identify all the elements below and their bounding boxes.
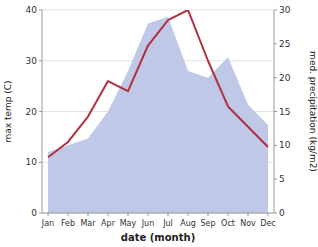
- x-tick: [88, 213, 89, 216]
- x-tick-label: Jul: [162, 219, 173, 228]
- x-tick-label: Sep: [200, 219, 215, 228]
- y-tick: [39, 213, 42, 214]
- x-tick-label: Feb: [61, 219, 75, 228]
- y2-tick-label: 0: [279, 208, 285, 218]
- y-tick: [39, 60, 42, 61]
- y2-tick: [274, 77, 277, 78]
- x-tick-label: Apr: [101, 219, 116, 228]
- x-tick-label: Dec: [260, 219, 275, 228]
- x-axis-line: [42, 213, 274, 214]
- x-tick-label: Oct: [221, 219, 235, 228]
- y-tick-label: 30: [26, 56, 38, 66]
- x-tick-label: May: [120, 219, 137, 228]
- y-tick-label: 20: [26, 107, 38, 117]
- x-tick: [208, 213, 209, 216]
- y2-tick-label: 20: [279, 73, 291, 83]
- x-axis-label: date (month): [121, 232, 195, 243]
- y-tick: [39, 10, 42, 11]
- x-tick-label: Nov: [240, 219, 256, 228]
- temperature-line: [48, 10, 268, 157]
- plot-area: [48, 10, 268, 213]
- x-tick-label: Jun: [141, 219, 155, 228]
- x-tick: [268, 213, 269, 216]
- x-tick: [128, 213, 129, 216]
- x-tick-label: Aug: [180, 219, 196, 228]
- y2-tick-label: 5: [279, 174, 285, 184]
- y2-tick-label: 15: [279, 107, 290, 117]
- x-tick-label: Mar: [80, 219, 96, 228]
- x-tick: [148, 213, 149, 216]
- grid-line: [42, 213, 274, 214]
- x-tick: [108, 213, 109, 216]
- y2-tick: [274, 111, 277, 112]
- y2-tick: [274, 43, 277, 44]
- y-axis-label: max temp (C): [3, 80, 13, 142]
- y-tick: [39, 111, 42, 112]
- y2-tick: [274, 213, 277, 214]
- y2-tick: [274, 145, 277, 146]
- y-tick-label: 0: [31, 208, 37, 218]
- y2-axis-label: med. precipitation (kg/m2): [308, 51, 318, 172]
- x-tick: [228, 213, 229, 216]
- x-tick: [168, 213, 169, 216]
- grid-line: [42, 10, 274, 11]
- y2-tick-label: 30: [279, 5, 291, 15]
- x-tick: [188, 213, 189, 216]
- y2-tick-label: 25: [279, 39, 290, 49]
- y2-tick: [274, 179, 277, 180]
- x-tick: [48, 213, 49, 216]
- y-tick-label: 10: [26, 157, 38, 167]
- y-tick-label: 40: [26, 5, 38, 15]
- y-tick: [39, 162, 42, 163]
- y2-tick-label: 10: [279, 140, 291, 150]
- x-tick: [68, 213, 69, 216]
- y2-tick: [274, 10, 277, 11]
- x-tick: [248, 213, 249, 216]
- x-tick-label: Jan: [41, 219, 54, 228]
- chart: 0 10 20 30 40 0 5 10 15 20 25 30 Jan Feb Mar Apr May Jun J…: [0, 0, 318, 247]
